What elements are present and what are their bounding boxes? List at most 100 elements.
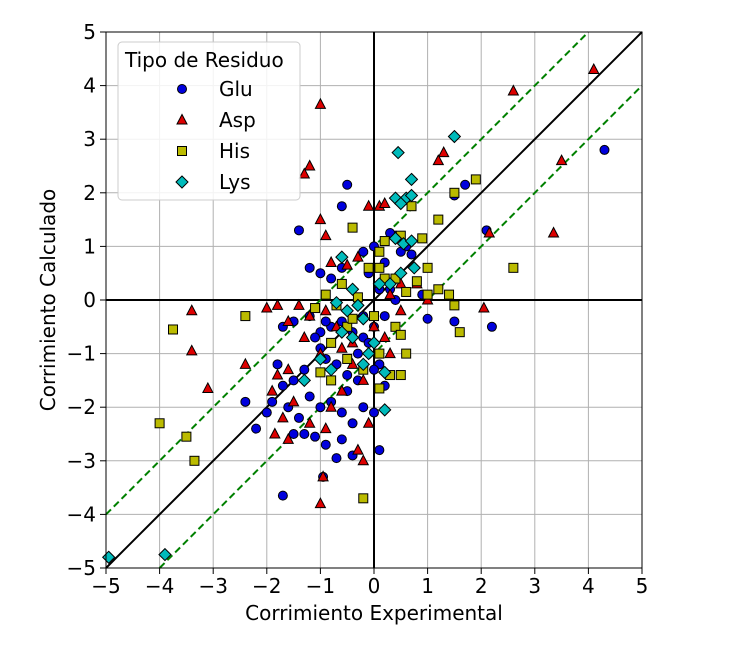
point-asp [266,384,278,396]
x-tick-label: 4 [582,574,595,598]
point-glu [304,391,315,402]
point-asp [368,320,380,332]
point-asp [271,368,284,380]
point-lys [407,261,421,275]
point-lys [340,304,354,318]
point-asp [357,454,370,466]
point-asp [547,226,560,238]
legend-label-his: His [219,139,250,163]
point-glu [277,380,288,391]
point-asp [341,258,354,270]
point-glu [310,332,321,343]
point-glu [460,179,471,190]
point-glu [449,316,460,327]
point-asp [314,497,327,509]
point-asp [282,363,295,375]
y-tick-label: 4 [83,74,96,98]
point-glu [379,311,390,322]
point-his [181,431,192,442]
legend-item-glu: Glu [177,77,253,101]
point-lys [361,346,376,361]
point-lys [335,325,349,339]
point-glu [336,201,347,212]
y-tick-label: −4 [67,502,96,526]
x-tick-label: −1 [306,574,335,598]
legend-label-asp: Asp [219,108,256,132]
point-asp [239,357,252,369]
point-his [326,337,337,348]
point-asp [384,347,396,359]
point-lys [394,266,408,280]
point-his [401,348,412,359]
point-glu [315,402,326,413]
series-asp [185,62,600,509]
point-asp [507,84,520,96]
point-lys [345,330,360,345]
point-asp [437,146,450,158]
legend-title: Tipo de Residuo [124,48,284,72]
point-asp [185,304,198,316]
point-asp [319,422,332,434]
point-glu [261,407,272,418]
legend-item-his: His [177,139,250,163]
point-lys [356,357,370,372]
point-lys [378,403,392,417]
x-tick-label: 2 [475,574,488,598]
point-lys [335,250,349,264]
point-glu [486,321,497,332]
point-asp [352,443,364,455]
point-asp [303,159,316,171]
point-glu [299,364,310,375]
point-his [189,455,200,466]
point-his [433,284,444,295]
point-his [422,262,433,273]
identity-line [105,31,643,569]
point-lys [345,282,360,296]
y-tick-label: 3 [83,127,96,151]
point-lys [447,129,462,144]
point-his [449,300,460,311]
point-glu [342,370,353,381]
point-asp [357,373,370,385]
point-lys [324,362,338,377]
point-his [320,289,331,300]
x-tick-label: 1 [421,574,434,598]
point-his [374,383,385,394]
point-asp [298,330,311,343]
point-asp [325,400,337,412]
point-lys [404,172,419,187]
y-tick-label: −3 [67,449,96,473]
point-asp [336,384,348,396]
point-glu [369,407,379,418]
series-his [154,174,519,504]
legend-marker-his [177,146,187,156]
point-asp [282,432,295,444]
legend-marker-lys [175,175,189,189]
point-glu [267,396,278,407]
point-asp [298,167,311,179]
point-glu [358,402,369,413]
y-axis-label: Corrimiento Calculado [36,189,60,412]
point-glu [331,453,342,464]
point-asp [314,97,327,109]
y-tick-label: 5 [83,20,96,44]
point-asp [185,344,198,356]
point-his [374,246,385,257]
point-his [310,303,321,314]
point-lys [158,547,172,562]
legend: Tipo de Residuo Glu Asp His Lys [117,41,301,201]
x-tick-label: 5 [636,574,649,598]
point-asp [303,309,316,321]
point-glu [599,144,610,155]
point-glu [251,423,262,434]
point-asp [293,298,305,310]
point-asp [303,416,316,428]
point-glu [352,348,363,359]
point-glu [288,429,299,439]
x-tick-label: 3 [528,574,541,598]
point-glu [406,249,417,260]
legend-label-glu: Glu [219,77,253,101]
point-asp [269,427,281,439]
point-glu [347,418,358,429]
